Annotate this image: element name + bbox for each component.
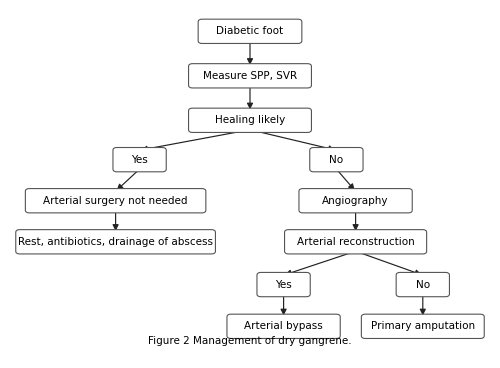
FancyBboxPatch shape [198,19,302,43]
Text: Yes: Yes [131,155,148,164]
FancyBboxPatch shape [362,314,484,339]
Text: Healing likely: Healing likely [215,115,285,125]
FancyBboxPatch shape [26,188,206,213]
FancyBboxPatch shape [113,148,166,172]
Text: Arterial bypass: Arterial bypass [244,321,323,331]
FancyBboxPatch shape [257,272,310,297]
Text: Angiography: Angiography [322,196,389,206]
Text: Primary amputation: Primary amputation [370,321,475,331]
FancyBboxPatch shape [310,148,363,172]
Text: Figure 2 Management of dry gangrene.: Figure 2 Management of dry gangrene. [148,336,352,346]
Text: Arterial reconstruction: Arterial reconstruction [296,237,414,247]
Text: Diabetic foot: Diabetic foot [216,26,284,36]
Text: No: No [416,280,430,290]
FancyBboxPatch shape [188,108,312,132]
Text: No: No [330,155,344,164]
FancyBboxPatch shape [284,230,426,254]
Text: Arterial surgery not needed: Arterial surgery not needed [44,196,188,206]
Text: Rest, antibiotics, drainage of abscess: Rest, antibiotics, drainage of abscess [18,237,213,247]
FancyBboxPatch shape [227,314,340,339]
FancyBboxPatch shape [396,272,450,297]
FancyBboxPatch shape [188,64,312,88]
FancyBboxPatch shape [299,188,412,213]
Text: Measure SPP, SVR: Measure SPP, SVR [203,71,297,81]
FancyBboxPatch shape [16,230,216,254]
Text: Yes: Yes [275,280,292,290]
